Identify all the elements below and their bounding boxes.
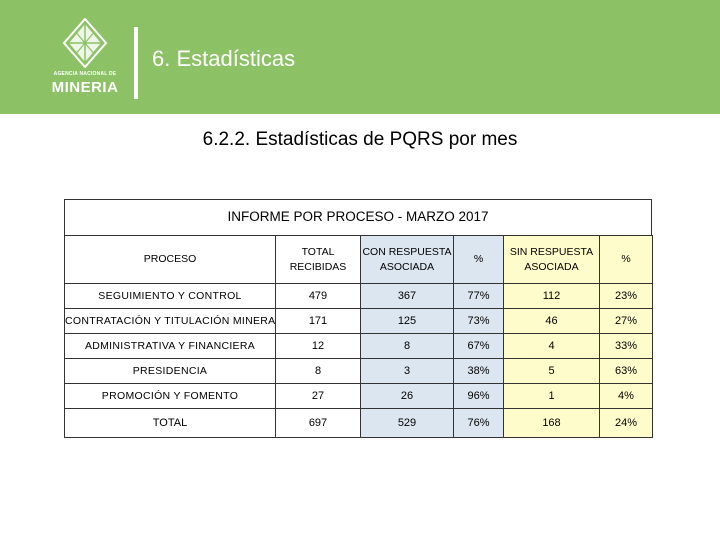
cell-total: 171 <box>275 308 361 334</box>
cell-total: 27 <box>275 383 361 409</box>
table-row: CONTRATACIÓN Y TITULACIÓN MINERA 171 125… <box>64 308 653 334</box>
cell-sin-respuesta: 4 <box>503 333 600 359</box>
table-row: PROMOCIÓN Y FOMENTO 27 26 96% 1 4% <box>64 383 653 409</box>
cell-pct-con: 67% <box>453 333 504 359</box>
cell-sin-respuesta: 46 <box>503 308 600 334</box>
cell-pct-sin: 23% <box>599 283 653 309</box>
cell-total-sin: 168 <box>503 408 600 438</box>
cell-sin-respuesta: 1 <box>503 383 600 409</box>
cell-con-respuesta: 367 <box>360 283 454 309</box>
column-header-pct-sin: % <box>599 235 653 284</box>
cell-total-pct-sin: 24% <box>599 408 653 438</box>
cell-pct-sin: 33% <box>599 333 653 359</box>
cell-con-respuesta: 8 <box>360 333 454 359</box>
header-divider <box>134 27 138 99</box>
cell-pct-con: 96% <box>453 383 504 409</box>
cell-pct-con: 38% <box>453 358 504 384</box>
column-header-con-respuesta: CON RESPUESTA ASOCIADA <box>360 235 454 284</box>
report-table: PROCESO TOTAL RECIBIDAS CON RESPUESTA AS… <box>64 235 653 438</box>
column-header-proceso: PROCESO <box>64 235 276 284</box>
column-header-pct-con: % <box>453 235 504 284</box>
header-band <box>0 0 720 114</box>
section-subtitle: 6.2.2. Estadísticas de PQRS por mes <box>202 129 518 150</box>
cell-pct-sin: 63% <box>599 358 653 384</box>
logo-agency-text: AGENCIA NACIONAL DE <box>53 71 117 77</box>
table-header-row: PROCESO TOTAL RECIBIDAS CON RESPUESTA AS… <box>64 235 653 284</box>
cell-proceso: PRESIDENCIA <box>64 358 276 384</box>
cell-total-pct-con: 76% <box>453 408 504 438</box>
cell-pct-con: 73% <box>453 308 504 334</box>
cell-proceso: CONTRATACIÓN Y TITULACIÓN MINERA <box>64 308 276 334</box>
cell-proceso: ADMINISTRATIVA Y FINANCIERA <box>64 333 276 359</box>
cell-con-respuesta: 3 <box>360 358 454 384</box>
cell-total: 479 <box>275 283 361 309</box>
table-row: PRESIDENCIA 8 3 38% 5 63% <box>64 358 653 384</box>
cell-con-respuesta: 125 <box>360 308 454 334</box>
cell-total: 8 <box>275 358 361 384</box>
cell-total-label: TOTAL <box>64 408 276 438</box>
cell-total-recibidas: 697 <box>275 408 361 438</box>
cell-proceso: SEGUIMIENTO Y CONTROL <box>64 283 276 309</box>
cell-total: 12 <box>275 333 361 359</box>
logo-name-text: MINERIA <box>51 79 119 96</box>
agency-logo: AGENCIA NACIONAL DE MINERIA <box>48 18 122 98</box>
column-header-sin-respuesta: SIN RESPUESTA ASOCIADA <box>503 235 600 284</box>
cell-con-respuesta: 26 <box>360 383 454 409</box>
column-header-total: TOTAL RECIBIDAS <box>275 235 361 284</box>
diamond-logo-icon <box>62 18 108 68</box>
cell-pct-con: 77% <box>453 283 504 309</box>
cell-total-con: 529 <box>360 408 454 438</box>
report-title: INFORME POR PROCESO - MARZO 2017 <box>227 209 489 224</box>
table-row: SEGUIMIENTO Y CONTROL 479 367 77% 112 23… <box>64 283 653 309</box>
total-row: TOTAL 697 529 76% 168 24% <box>64 408 653 438</box>
cell-pct-sin: 27% <box>599 308 653 334</box>
table-row: ADMINISTRATIVA Y FINANCIERA 12 8 67% 4 3… <box>64 333 653 359</box>
cell-proceso: PROMOCIÓN Y FOMENTO <box>64 383 276 409</box>
cell-sin-respuesta: 112 <box>503 283 600 309</box>
cell-sin-respuesta: 5 <box>503 358 600 384</box>
cell-pct-sin: 4% <box>599 383 653 409</box>
page-title: 6. Estadísticas <box>152 46 296 71</box>
